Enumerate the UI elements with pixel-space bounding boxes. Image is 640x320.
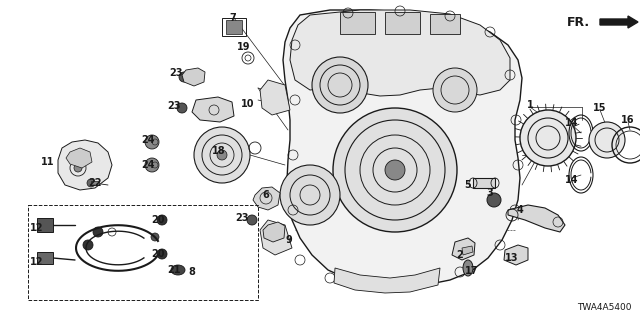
Bar <box>226 20 242 34</box>
Bar <box>37 252 53 264</box>
Polygon shape <box>58 140 112 190</box>
Circle shape <box>194 127 250 183</box>
Text: 1: 1 <box>527 100 533 110</box>
Bar <box>385 12 420 34</box>
Circle shape <box>74 164 82 172</box>
Bar <box>37 218 53 232</box>
Ellipse shape <box>463 260 473 276</box>
Polygon shape <box>504 245 528 265</box>
Circle shape <box>312 57 368 113</box>
Text: 21: 21 <box>167 265 180 275</box>
Circle shape <box>333 108 457 232</box>
Text: 15: 15 <box>593 103 607 113</box>
Circle shape <box>487 193 501 207</box>
Circle shape <box>145 158 159 172</box>
FancyArrow shape <box>600 16 638 28</box>
Circle shape <box>177 103 187 113</box>
Polygon shape <box>66 148 92 168</box>
Text: 3: 3 <box>486 188 493 198</box>
Text: 24: 24 <box>141 160 155 170</box>
Text: 9: 9 <box>285 235 292 245</box>
Polygon shape <box>462 246 473 255</box>
Circle shape <box>151 233 159 241</box>
Circle shape <box>589 122 625 158</box>
Text: 6: 6 <box>262 190 269 200</box>
Text: 17: 17 <box>465 266 479 276</box>
Circle shape <box>385 160 405 180</box>
Text: 11: 11 <box>41 157 55 167</box>
Text: TWA4A5400: TWA4A5400 <box>577 303 632 312</box>
Text: 24: 24 <box>141 135 155 145</box>
Circle shape <box>280 165 340 225</box>
Polygon shape <box>260 80 290 115</box>
Text: 19: 19 <box>237 42 251 52</box>
Bar <box>222 18 246 36</box>
Circle shape <box>520 110 576 166</box>
Bar <box>430 14 460 34</box>
Text: 23: 23 <box>167 101 180 111</box>
Circle shape <box>83 240 93 250</box>
Bar <box>28 205 258 300</box>
Polygon shape <box>334 268 440 293</box>
Circle shape <box>247 215 257 225</box>
Text: FR.: FR. <box>567 15 590 28</box>
Text: 14: 14 <box>565 118 579 128</box>
Bar <box>340 12 375 34</box>
Polygon shape <box>508 205 565 232</box>
Text: 16: 16 <box>621 115 635 125</box>
Circle shape <box>433 68 477 112</box>
Text: 12: 12 <box>30 257 44 267</box>
Polygon shape <box>283 10 522 287</box>
Ellipse shape <box>171 265 185 275</box>
Polygon shape <box>253 187 280 210</box>
Circle shape <box>87 179 95 187</box>
Text: 20: 20 <box>151 215 164 225</box>
Polygon shape <box>452 238 475 260</box>
Text: 22: 22 <box>88 178 102 188</box>
Text: 8: 8 <box>189 267 195 277</box>
Polygon shape <box>182 68 205 86</box>
Text: 4: 4 <box>516 205 524 215</box>
Polygon shape <box>263 222 285 242</box>
Text: 12: 12 <box>30 223 44 233</box>
Bar <box>473 178 495 188</box>
Text: 5: 5 <box>465 180 472 190</box>
Text: 7: 7 <box>230 13 236 23</box>
Text: 23: 23 <box>169 68 183 78</box>
Text: 13: 13 <box>505 253 519 263</box>
Text: 20: 20 <box>151 249 164 259</box>
Circle shape <box>157 215 167 225</box>
Text: 14: 14 <box>565 175 579 185</box>
Circle shape <box>179 72 189 82</box>
Text: 10: 10 <box>241 99 255 109</box>
Text: 2: 2 <box>456 250 463 260</box>
Circle shape <box>93 227 103 237</box>
Circle shape <box>145 135 159 149</box>
Polygon shape <box>192 97 234 122</box>
Polygon shape <box>290 10 510 96</box>
Bar <box>91 181 99 185</box>
Circle shape <box>217 150 227 160</box>
Text: 23: 23 <box>236 213 249 223</box>
Text: 18: 18 <box>212 146 226 156</box>
Polygon shape <box>260 220 292 255</box>
Circle shape <box>157 249 167 259</box>
